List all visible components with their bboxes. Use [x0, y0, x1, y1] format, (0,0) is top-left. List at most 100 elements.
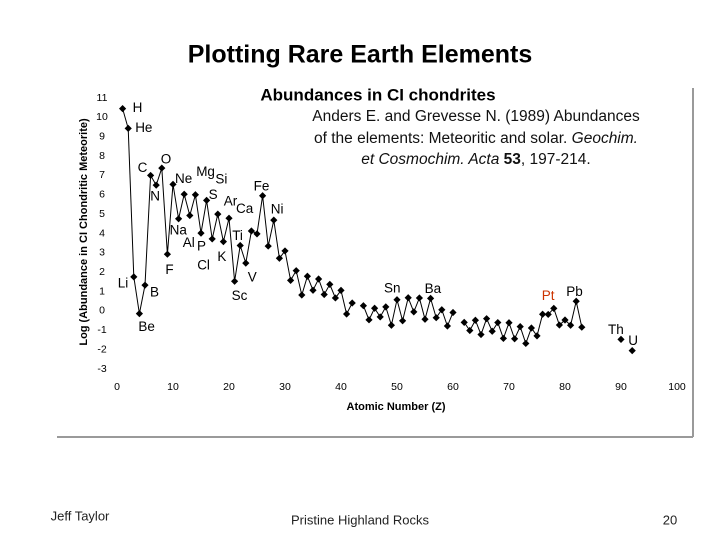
data-point [443, 322, 451, 330]
x-axis-label: Atomic Number (Z) [347, 401, 446, 413]
data-point [320, 290, 328, 299]
y-tick-label: -2 [97, 343, 106, 355]
journal: et Cosmochim. Acta [361, 151, 500, 168]
data-point [466, 326, 474, 335]
data-point [505, 319, 513, 327]
element-label: U [628, 333, 638, 348]
y-tick-label: -3 [97, 363, 106, 375]
data-point [438, 306, 446, 314]
data-point [315, 275, 323, 283]
data-point [242, 259, 250, 267]
data-point [578, 323, 586, 331]
data-point [208, 235, 216, 243]
data-point [432, 314, 440, 322]
element-label: C [138, 160, 148, 175]
y-tick-label: 8 [99, 150, 105, 162]
data-point [169, 180, 177, 188]
data-point [499, 334, 507, 343]
data-point [550, 304, 558, 313]
x-tick-label: 40 [335, 381, 347, 393]
x-tick-label: 30 [279, 381, 291, 393]
x-tick-label: 0 [114, 381, 120, 393]
element-label: H [133, 100, 143, 115]
pages: , 197-214. [520, 151, 591, 168]
data-point [281, 247, 289, 255]
element-label: P [197, 239, 206, 254]
element-label: Fe [254, 178, 270, 193]
data-point [522, 339, 530, 348]
data-point [247, 227, 255, 235]
data-point [477, 330, 485, 339]
x-tick-label: 50 [391, 381, 403, 393]
element-label: F [165, 262, 173, 277]
data-point [152, 181, 160, 189]
data-point [119, 105, 127, 113]
data-point [371, 304, 379, 312]
data-point [628, 347, 636, 355]
element-label: Ti [232, 228, 243, 243]
x-tick-label: 90 [615, 381, 627, 393]
element-label: Pb [566, 284, 583, 299]
data-point [264, 242, 272, 250]
data-point [337, 286, 345, 295]
data-point [511, 335, 519, 343]
data-point [275, 254, 283, 262]
data-point [225, 214, 233, 222]
element-label: Mg [196, 164, 215, 179]
y-tick-label: 4 [99, 227, 105, 239]
reference: Anders E. and Grevesse N. (1989) Abundan… [266, 106, 686, 171]
data-point [124, 124, 132, 132]
data-point [135, 310, 143, 318]
element-label: Si [215, 171, 227, 186]
element-label: S [209, 187, 218, 202]
y-tick-label: 9 [99, 130, 105, 142]
y-tick-label: 10 [96, 111, 108, 123]
element-label: Cl [197, 257, 210, 272]
element-label: Ne [175, 171, 192, 186]
journal: Geochim. [571, 129, 638, 147]
data-point [483, 315, 491, 323]
data-point [219, 238, 227, 246]
element-label: Ca [236, 201, 254, 216]
data-point [544, 310, 552, 319]
data-point [163, 250, 171, 258]
data-point [331, 294, 339, 302]
y-tick-label: 5 [99, 208, 105, 220]
element-label: O [161, 152, 172, 167]
data-point [471, 316, 479, 324]
element-label: Ba [425, 281, 442, 296]
y-tick-label: 7 [99, 169, 105, 181]
data-point [393, 296, 401, 304]
y-tick-label: 1 [99, 285, 105, 297]
x-tick-label: 100 [668, 381, 686, 393]
data-point [292, 267, 300, 275]
x-tick-label: 80 [559, 381, 571, 393]
chart-title: Abundances in CI chondrites [260, 85, 495, 104]
data-point [298, 291, 306, 299]
footer-author: Jeff Taylor [51, 508, 110, 523]
x-tick-label: 10 [167, 381, 179, 393]
page-number: 20 [663, 512, 677, 527]
element-label: Ar [224, 194, 238, 209]
data-point [130, 273, 138, 281]
data-point [359, 302, 367, 310]
element-label: V [248, 270, 257, 285]
data-point [186, 211, 194, 220]
y-tick-label: 11 [97, 92, 108, 104]
data-point [399, 317, 407, 325]
data-point [270, 216, 278, 224]
data-point [214, 210, 222, 218]
data-point [348, 299, 356, 307]
data-point [561, 316, 569, 324]
data-point [141, 281, 149, 289]
data-point [539, 310, 547, 318]
data-point [343, 310, 351, 318]
reference-line: of the elements: Meteoritic and solar. G… [266, 128, 686, 150]
data-point [175, 215, 183, 223]
element-label: B [150, 285, 159, 300]
data-point [421, 315, 429, 323]
y-tick-label: -1 [97, 324, 106, 336]
data-point [617, 335, 625, 343]
data-point [415, 294, 423, 302]
